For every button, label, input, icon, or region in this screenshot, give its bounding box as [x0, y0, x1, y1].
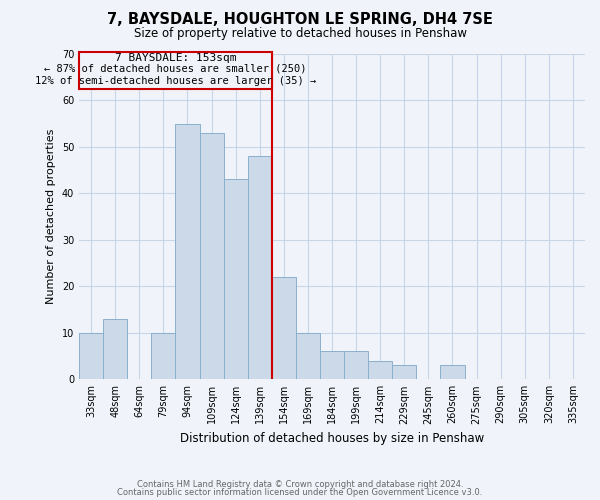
FancyBboxPatch shape	[79, 52, 272, 89]
Bar	[175, 124, 200, 380]
Bar	[79, 333, 103, 380]
Bar	[248, 156, 272, 380]
Bar	[103, 319, 127, 380]
Text: ← 87% of detached houses are smaller (250): ← 87% of detached houses are smaller (25…	[44, 64, 307, 74]
Bar	[440, 366, 464, 380]
Bar	[200, 133, 224, 380]
Bar	[392, 366, 416, 380]
Text: Contains HM Land Registry data © Crown copyright and database right 2024.: Contains HM Land Registry data © Crown c…	[137, 480, 463, 489]
Text: Size of property relative to detached houses in Penshaw: Size of property relative to detached ho…	[133, 28, 467, 40]
Bar	[224, 180, 248, 380]
Text: 12% of semi-detached houses are larger (35) →: 12% of semi-detached houses are larger (…	[35, 76, 316, 86]
Text: Contains public sector information licensed under the Open Government Licence v3: Contains public sector information licen…	[118, 488, 482, 497]
X-axis label: Distribution of detached houses by size in Penshaw: Distribution of detached houses by size …	[180, 432, 484, 445]
Bar	[344, 352, 368, 380]
Y-axis label: Number of detached properties: Number of detached properties	[46, 129, 56, 304]
Bar	[320, 352, 344, 380]
Bar	[272, 277, 296, 380]
Bar	[151, 333, 175, 380]
Text: 7, BAYSDALE, HOUGHTON LE SPRING, DH4 7SE: 7, BAYSDALE, HOUGHTON LE SPRING, DH4 7SE	[107, 12, 493, 28]
Bar	[296, 333, 320, 380]
Text: 7 BAYSDALE: 153sqm: 7 BAYSDALE: 153sqm	[115, 52, 236, 62]
Bar	[368, 360, 392, 380]
